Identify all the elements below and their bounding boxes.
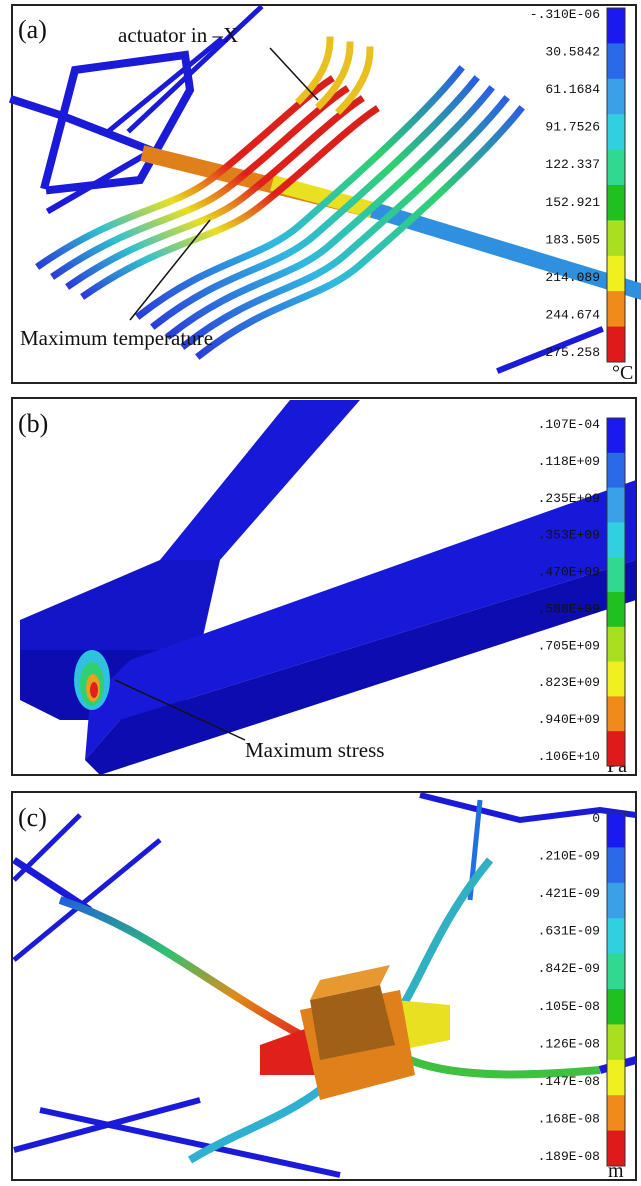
colorbar-label: 275.258 [545, 345, 600, 360]
colorbar-band [607, 1024, 625, 1061]
colorbar-frame [606, 417, 626, 767]
colorbar-label: .705E+09 [538, 638, 600, 653]
colorbar-band [607, 43, 625, 80]
colorbar-band [607, 989, 625, 1025]
colorbar-frame [606, 811, 626, 1167]
colorbar-label: 183.505 [545, 232, 600, 247]
shape [310, 965, 390, 1000]
panel-label: (b) [18, 409, 48, 438]
panel-b: (b) Maximum stress Pa [11, 397, 637, 777]
colorbar-label: .168E-08 [538, 1111, 600, 1126]
colorbar-band [607, 731, 625, 767]
colorbar-band [607, 626, 625, 663]
colorbar-band [607, 847, 625, 884]
colorbar-label: 0 [592, 811, 600, 826]
colorbar-label: 30.5842 [545, 45, 600, 60]
leader-line [129, 219, 211, 321]
structure [20, 400, 636, 775]
colorbar-band [607, 291, 625, 328]
leader-line [114, 679, 246, 741]
colorbar-label: .842E-09 [538, 961, 600, 976]
leader-line [269, 47, 319, 101]
annotation: Maximum temperature [20, 326, 213, 350]
colorbar-label: .210E-09 [538, 849, 600, 864]
colorbar-band [607, 8, 625, 44]
colorbar-label: .353E+09 [538, 528, 600, 543]
shape [310, 985, 395, 1060]
colorbar-band [607, 557, 625, 593]
colorbar-label: .940E+09 [538, 712, 600, 727]
colorbar-label: .107E-04 [538, 417, 601, 432]
colorbar-label: 122.337 [545, 157, 600, 172]
colorbar-label: 214.089 [545, 270, 600, 285]
panel-a: (a) actuator in –X Maximum temperature °… [8, 4, 641, 384]
panel-c: (c) m [11, 791, 638, 1182]
annotation: actuator in –X [118, 23, 238, 47]
colorbar-label: .189E-08 [538, 1149, 600, 1164]
colorbar-label: .235E+09 [538, 491, 600, 506]
colorbar-label: .631E-09 [538, 924, 600, 939]
colorbar-label: -.310E-06 [530, 7, 600, 22]
colorbar-band [607, 661, 625, 697]
colorbar-label: 152.921 [545, 195, 600, 210]
annotation: Maximum stress [245, 738, 384, 762]
colorbar-label: .470E+09 [538, 565, 600, 580]
colorbar-label: .118E+09 [538, 454, 600, 469]
colorbar-band [607, 487, 625, 523]
colorbar-label: .106E+10 [538, 749, 600, 764]
colorbar-band [607, 522, 625, 558]
colorbar-band [607, 953, 625, 990]
colorbar-label: .126E-08 [538, 1036, 600, 1051]
colorbar-label: .588E+09 [538, 601, 600, 616]
colorbar-band [607, 592, 625, 628]
shape [395, 1000, 450, 1050]
colorbar-label: 61.1684 [545, 82, 600, 97]
unit: °C [612, 362, 633, 384]
colorbar-band [607, 149, 625, 186]
colorbar-band [607, 418, 625, 454]
colorbar-band [607, 326, 625, 363]
colorbar-band [607, 812, 625, 848]
structure [8, 4, 641, 374]
colorbar-band [607, 220, 625, 257]
colorbar-band [607, 1095, 625, 1132]
colorbar-band [607, 1130, 625, 1167]
colorbar-frame [606, 7, 626, 363]
panel-label: (c) [18, 803, 47, 832]
colorbar-label: 244.674 [545, 307, 600, 322]
colorbar-label: .823E+09 [538, 675, 600, 690]
colorbar-band [607, 918, 625, 955]
colorbar-band [607, 255, 625, 292]
colorbar-band [607, 78, 625, 115]
colorbar-band [607, 114, 625, 151]
colorbar-label: .147E-08 [538, 1074, 600, 1089]
colorbar-band [607, 185, 625, 221]
colorbar-label: 91.7526 [545, 120, 600, 135]
colorbar-label: .421E-09 [538, 886, 600, 901]
colorbar-band [607, 1059, 625, 1096]
colorbar-band [607, 452, 625, 489]
colorbar-label: .105E-08 [538, 999, 600, 1014]
colorbar-band [607, 696, 625, 732]
panel-label: (a) [18, 15, 47, 44]
colorbar-band [607, 882, 625, 919]
structure [12, 792, 638, 1178]
